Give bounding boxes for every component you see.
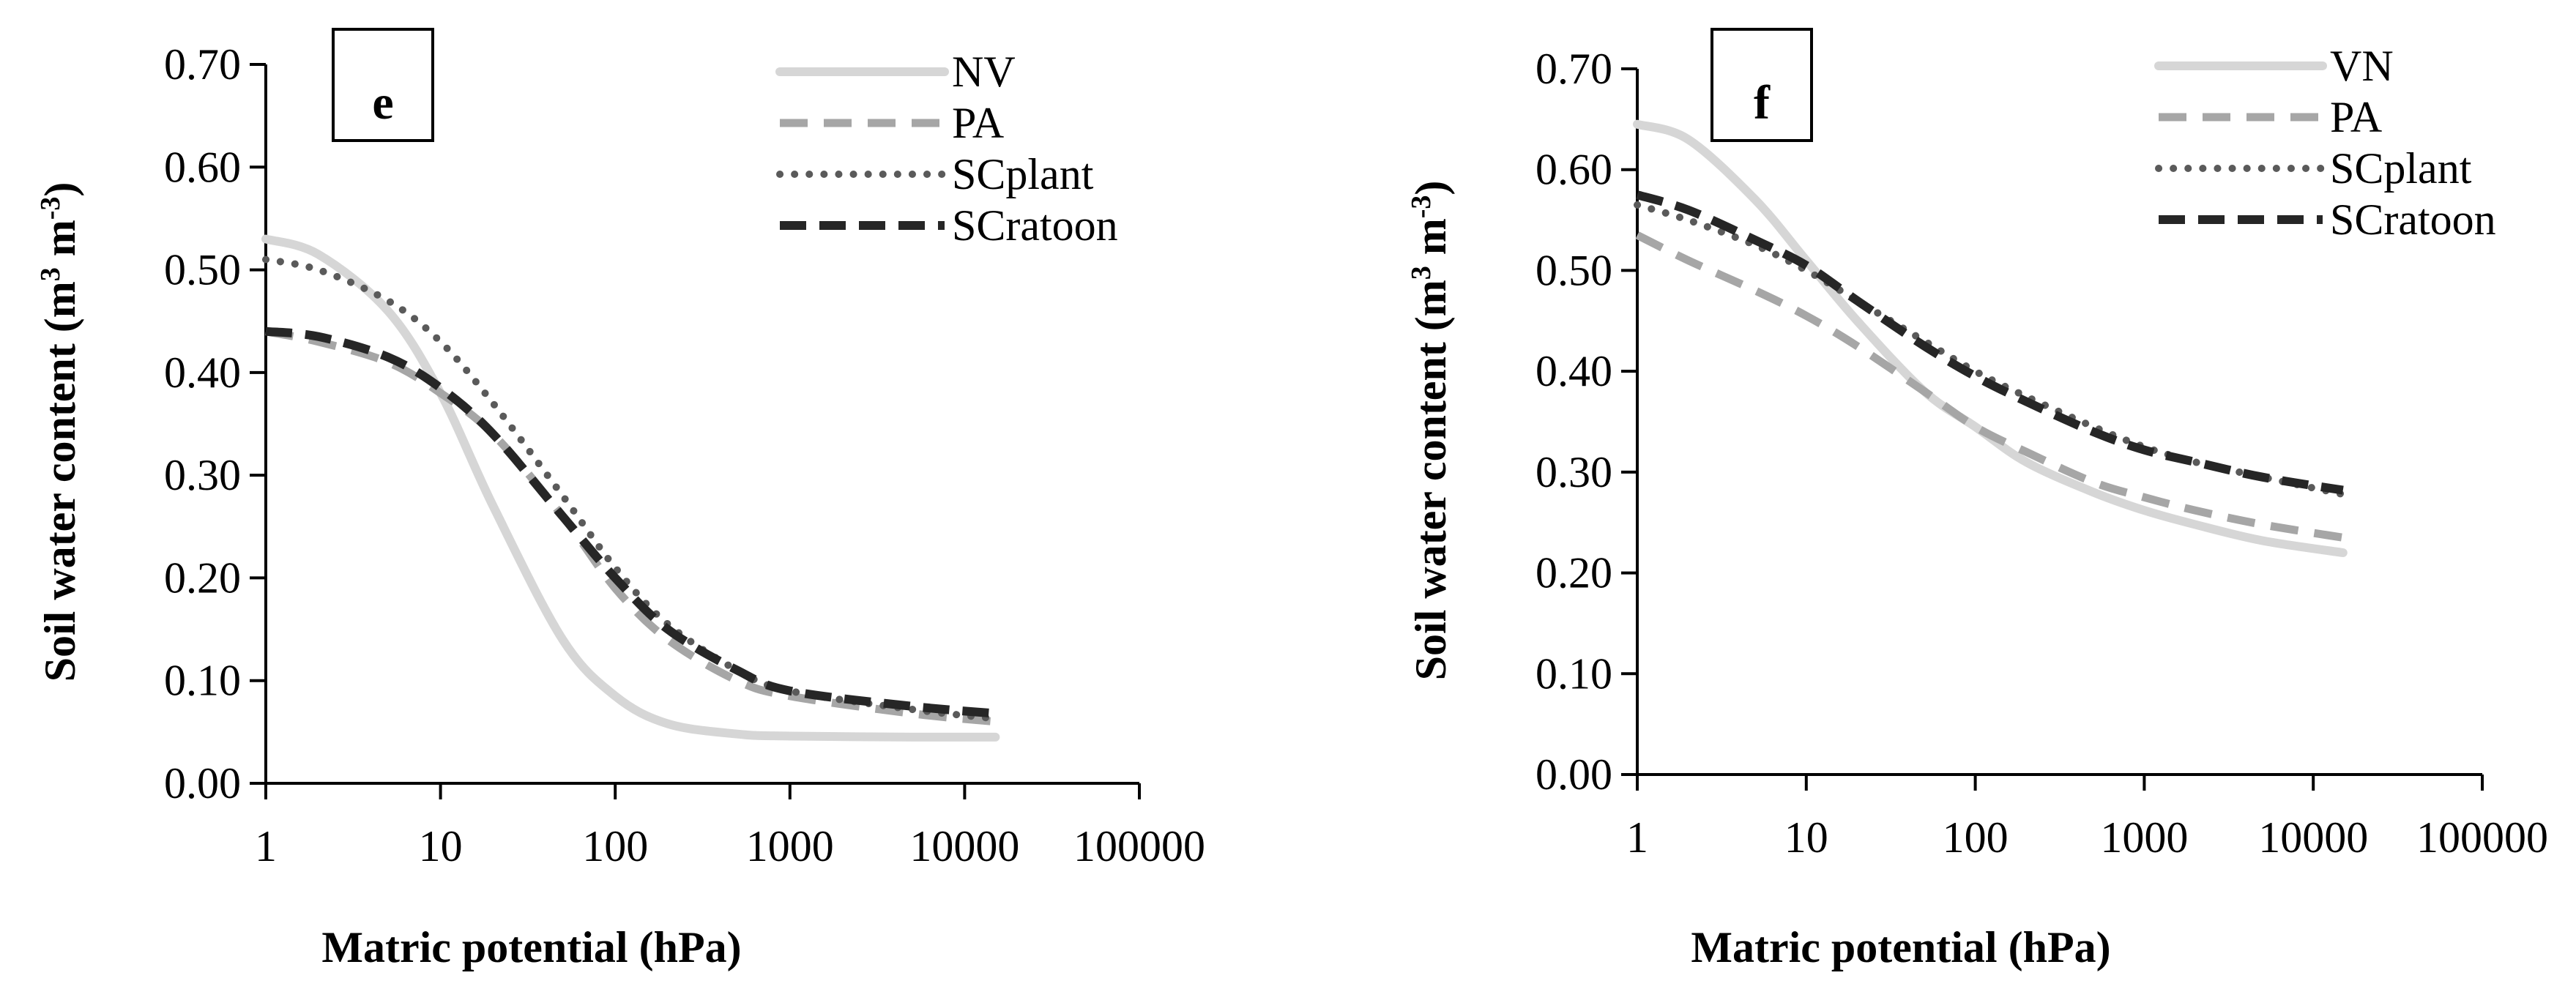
series-line-nv-e [261,234,1000,742]
y-tick-label-e: 0.40 [164,348,241,397]
series-line-scratoon-f [1636,190,2344,495]
y-tick-label-f: 0.70 [1535,45,1612,93]
panel-letter-e: e [372,76,393,130]
x-tick-label-e: 100000 [1073,822,1205,870]
y-tick-label-e: 0.60 [164,143,241,191]
y-tick-label-f: 0.20 [1535,549,1612,597]
x-tick-label-f: 1 [1626,813,1648,862]
y-tick-label-f: 0.10 [1535,649,1612,698]
y-tick-label-e: 0.50 [164,246,241,294]
y-tick-label-e: 0.00 [164,759,241,807]
y-axis-title-f: Soil water content (m3 m-3) [1406,181,1455,681]
x-tick-label-e: 1 [255,822,277,870]
y-tick-label-f: 0.60 [1535,146,1612,194]
legend-label-pa-e: PA [952,99,1004,147]
legend-label-nv-e: NV [952,48,1016,96]
y-tick-label-f: 0.00 [1535,750,1612,799]
x-tick-label-e: 1000 [746,822,834,870]
panel-letter-f: f [1754,76,1771,130]
y-tick-label-f: 0.50 [1535,246,1612,294]
x-tick-label-f: 100000 [2416,813,2548,862]
x-axis-title-e: Matric potential (hPa) [321,923,741,971]
y-tick-label-e: 0.30 [164,451,241,499]
y-tick-label-f: 0.30 [1535,448,1612,496]
x-tick-label-f: 10000 [2258,813,2368,862]
x-tick-label-f: 100 [1943,813,2009,862]
y-tick-label-e: 0.10 [164,657,241,705]
y-tick-label-e: 0.70 [164,40,241,89]
legend-label-scplant-f: SCplant [2330,144,2472,193]
chart-panel-e: 0.00 0.10 0.20 0.30 0.40 0.50 0.60 0.70 1 10 100 10… [35,28,1205,971]
x-tick-label-e: 10000 [909,822,1019,870]
legend-label-scratoon-f: SCratoon [2330,195,2496,244]
curves-e [261,234,1000,742]
axes-e: 0.00 0.10 0.20 0.30 0.40 0.50 0.60 0.70 1 10 100 10… [164,40,1205,870]
series-line-scplant-f [1634,201,2347,499]
x-axis-title-f: Matric potential (hPa) [1691,923,2110,971]
y-axis-title-e: Soil water content (m3 m-3) [35,182,84,682]
legend-label-scratoon-e: SCratoon [952,201,1118,250]
y-tick-label-e: 0.20 [164,553,241,602]
panel-letter-box-f: f [1710,28,1813,142]
chart-panel-f: 0.00 0.10 0.20 0.30 0.40 0.50 0.60 0.70 1 10 100 10… [1406,28,2548,971]
series-line-scplant-e [262,255,999,723]
series-line-scratoon-e [265,327,996,718]
panel-letter-box-e: e [332,28,434,142]
y-tick-label-f: 0.40 [1535,347,1612,395]
series-line-vn-f [1633,119,2348,557]
x-tick-label-e: 10 [419,822,463,870]
series-line-pa-f [1635,231,2344,542]
curves-f [1633,119,2348,557]
x-tick-label-f: 1000 [2100,813,2188,862]
series-line-pa-e [264,327,996,726]
axes-f: 0.00 0.10 0.20 0.30 0.40 0.50 0.60 0.70 1 10 100 10… [1535,45,2548,862]
legend-label-scplant-e: SCplant [952,150,1094,198]
legend-label-pa-f: PA [2330,93,2382,141]
x-tick-label-f: 10 [1784,813,1828,862]
legend-label-vn-f: VN [2330,42,2394,90]
x-tick-label-e: 100 [582,822,648,870]
